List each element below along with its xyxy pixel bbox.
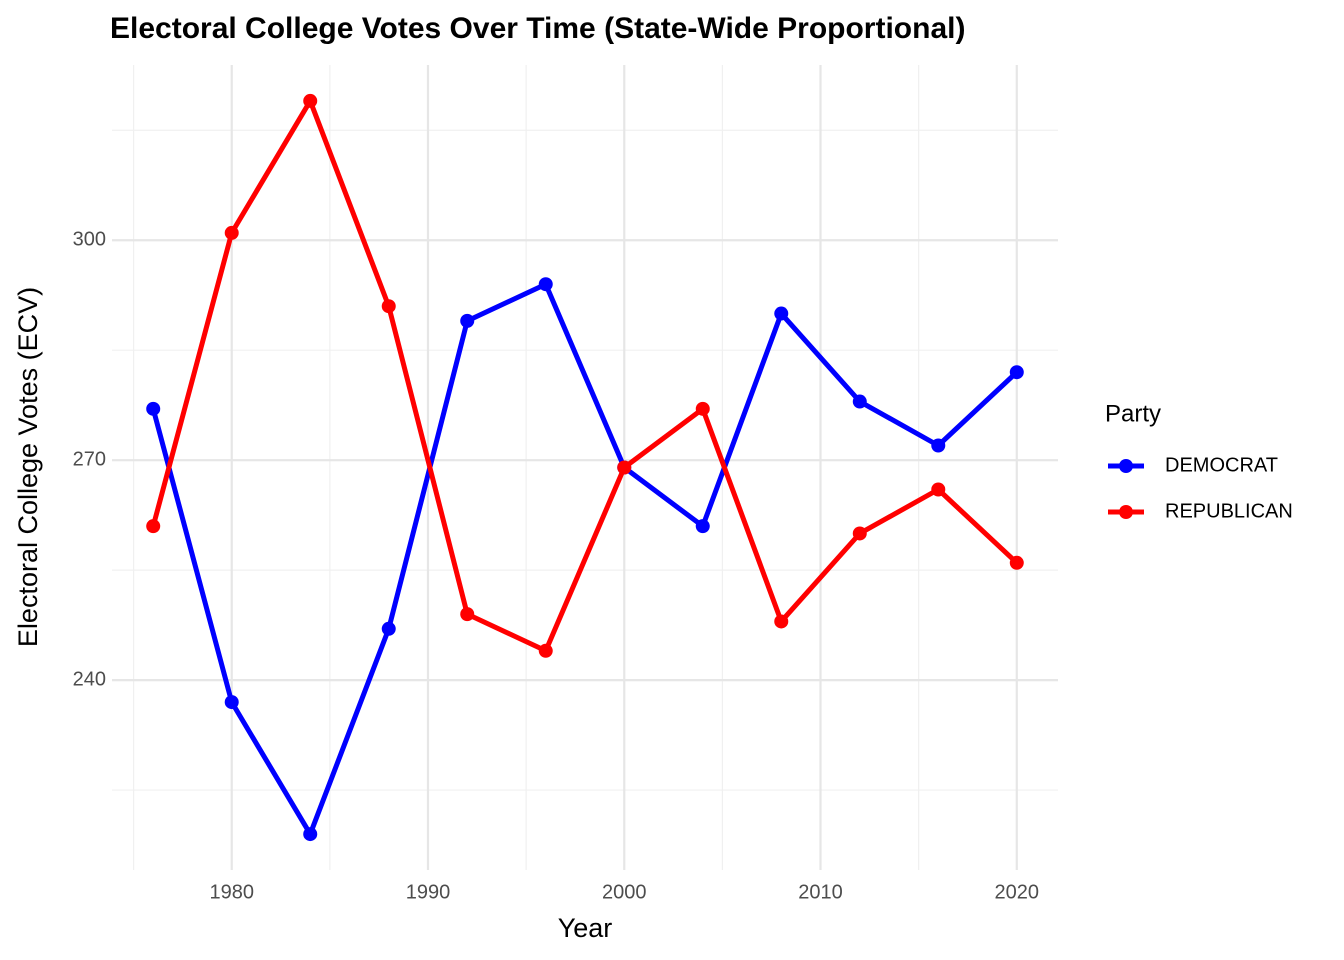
legend-swatch-point — [1119, 459, 1133, 473]
x-tick-label: 2010 — [798, 881, 843, 903]
data-point — [931, 438, 946, 453]
data-point — [1009, 365, 1024, 380]
x-tick-label: 2020 — [995, 881, 1040, 903]
data-point — [146, 401, 161, 416]
data-point — [774, 614, 789, 629]
x-tick-label: 1990 — [406, 881, 451, 903]
x-tick-label: 1980 — [209, 881, 254, 903]
data-point — [617, 460, 632, 475]
series-line — [150, 98, 1019, 654]
data-point — [303, 93, 318, 108]
data-point — [460, 313, 475, 328]
y-tick-label: 300 — [73, 229, 106, 251]
data-point — [852, 526, 867, 541]
data-point — [303, 827, 318, 842]
legend-title: Party — [1105, 400, 1161, 427]
data-point — [538, 643, 553, 658]
data-point — [538, 277, 553, 292]
y-axis-label: Electoral College Votes (ECV) — [13, 287, 43, 647]
data-point — [146, 519, 161, 534]
data-point — [381, 621, 396, 636]
y-tick-label: 240 — [73, 668, 106, 690]
data-point — [695, 401, 710, 416]
legend-label: DEMOCRAT — [1165, 454, 1278, 476]
legend-label: REPUBLICAN — [1165, 500, 1293, 522]
data-point — [774, 306, 789, 321]
data-point — [1009, 555, 1024, 570]
data-point — [931, 482, 946, 497]
x-axis-label: Year — [558, 913, 613, 943]
data-point — [460, 607, 475, 622]
data-point — [381, 299, 396, 314]
data-point — [224, 695, 239, 710]
legend-swatch-point — [1119, 505, 1133, 519]
x-tick-label: 2000 — [602, 881, 647, 903]
chart-title: Electoral College Votes Over Time (State… — [110, 12, 965, 45]
data-point — [695, 519, 710, 534]
y-tick-label: 270 — [73, 448, 106, 470]
data-point — [224, 225, 239, 240]
series-line — [150, 281, 1019, 837]
data-point — [852, 394, 867, 409]
